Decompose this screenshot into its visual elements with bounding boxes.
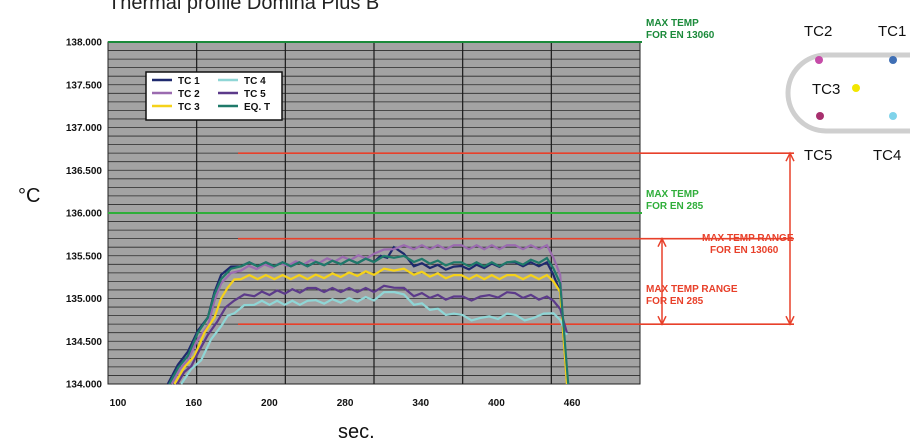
range-arrow-head — [785, 151, 795, 162]
probe-label: TC3 — [812, 81, 840, 98]
y-axis-label: °C — [18, 185, 40, 207]
range-arrow-head — [657, 315, 667, 326]
probe-diagram: TC2 TC1 TC3 TC5 TC4 — [785, 23, 910, 164]
range-arrow-head — [657, 236, 667, 247]
legend-label: TC 1 — [178, 76, 200, 87]
y-tick-label: 136.500 — [66, 166, 103, 177]
range-arrow-head — [785, 315, 795, 326]
legend-label: TC 5 — [244, 89, 266, 100]
range-label: MAX TEMP RANGE — [646, 284, 738, 295]
reference-line-label: FOR EN 13060 — [646, 30, 715, 41]
probe-label: TC4 — [873, 147, 901, 164]
series-line — [168, 254, 570, 385]
reference-lines — [108, 41, 794, 325]
probe-dot — [889, 112, 897, 120]
range-label: FOR EN 285 — [646, 296, 704, 307]
y-tick-label: 135.000 — [66, 294, 103, 305]
range-label: FOR EN 13060 — [710, 245, 779, 256]
series-line — [170, 243, 568, 385]
probe-dot — [852, 84, 860, 92]
series-line — [173, 267, 568, 385]
y-tick-label: 134.000 — [66, 380, 103, 391]
series-lines — [166, 243, 570, 385]
reference-line-label: MAX TEMP — [646, 189, 699, 200]
legend-label: TC 3 — [178, 102, 200, 113]
x-tick-label: 340 — [412, 398, 429, 409]
probe-label: TC5 — [804, 147, 832, 164]
y-tick-label: 138.000 — [66, 38, 103, 49]
x-tick-label: 280 — [337, 398, 354, 409]
reference-line-label: FOR EN 285 — [646, 201, 704, 212]
y-tick-label: 137.000 — [66, 123, 103, 134]
x-tick-label: 100 — [110, 398, 127, 409]
y-tick-label: 137.500 — [66, 80, 103, 91]
x-tick-label: 400 — [488, 398, 505, 409]
range-label: MAX TEMP RANGE — [702, 233, 794, 244]
x-axis-label: sec. — [338, 421, 375, 443]
legend-label: TC 2 — [178, 89, 200, 100]
y-tick-label: 136.000 — [66, 209, 103, 220]
series-line — [176, 284, 568, 385]
x-tick-label: 160 — [185, 398, 202, 409]
legend-label: EQ. T — [244, 102, 270, 113]
legend: TC 1 TC 2 TC 3 TC 4 TC 5 EQ. T — [145, 71, 283, 121]
reference-line-label: MAX TEMP — [646, 18, 699, 29]
axis-ticks: 134.000 134.500 135.000 135.500 136.000 136.5… — [66, 38, 581, 410]
y-tick-label: 135.500 — [66, 251, 103, 262]
y-tick-label: 134.500 — [66, 337, 103, 348]
probe-label: TC1 — [878, 23, 906, 40]
probe-dot — [816, 112, 824, 120]
probe-dot — [889, 56, 897, 64]
legend-label: TC 4 — [244, 76, 266, 87]
probe-label: TC2 — [804, 23, 832, 40]
probe-dot — [815, 56, 823, 64]
x-tick-label: 460 — [564, 398, 581, 409]
series-line — [180, 290, 568, 385]
chart-title: Thermal profile Domina Plus B — [108, 0, 379, 14]
x-tick-label: 200 — [261, 398, 278, 409]
